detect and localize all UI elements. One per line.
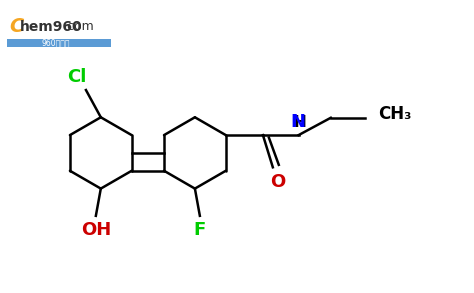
Text: CH₃: CH₃	[378, 105, 411, 123]
Text: O: O	[270, 173, 285, 191]
Text: 960化工网: 960化工网	[42, 38, 71, 47]
Text: F: F	[194, 221, 206, 239]
Text: hem960: hem960	[20, 20, 82, 34]
Text: C: C	[9, 17, 23, 36]
Text: Cl: Cl	[67, 68, 87, 86]
Text: H: H	[293, 115, 306, 130]
Bar	[7, 39, 111, 47]
Text: N: N	[290, 113, 305, 131]
Text: OH: OH	[81, 221, 111, 239]
Text: .com: .com	[64, 20, 94, 33]
